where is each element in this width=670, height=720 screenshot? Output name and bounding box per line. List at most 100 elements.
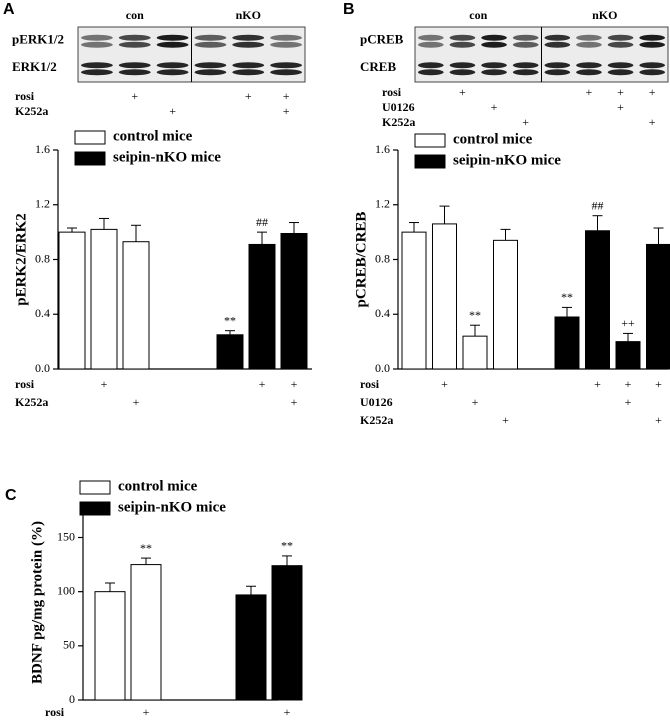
condition-label: K252a — [360, 413, 393, 427]
panel-label: B — [343, 1, 355, 18]
bar — [646, 243, 670, 370]
blot-band — [418, 69, 444, 76]
condition-mark: + — [284, 705, 291, 719]
legend-label: control mice — [453, 131, 533, 147]
blot-condition-mark: + — [522, 115, 529, 129]
blot-band — [81, 34, 113, 41]
blot-band — [607, 69, 634, 76]
legend-label: seipin-nKO mice — [113, 149, 221, 165]
bar — [94, 591, 126, 701]
significance-mark: ** — [224, 313, 236, 327]
blot-band — [118, 69, 151, 76]
blot-band — [156, 62, 189, 69]
blot-band — [481, 34, 507, 41]
legend-swatch — [74, 151, 106, 166]
bar — [280, 232, 308, 370]
y-tick-label: 0.8 — [35, 251, 50, 265]
blot-band — [118, 41, 151, 48]
blot-band — [481, 69, 507, 76]
bar — [248, 243, 276, 370]
y-tick-label: 0 — [69, 692, 75, 706]
blot-band — [639, 62, 665, 69]
bar — [216, 334, 244, 370]
blot-band — [544, 69, 571, 76]
blot-band — [118, 62, 151, 69]
y-tick-label: 0.4 — [35, 306, 50, 320]
blot-band — [232, 69, 265, 76]
blot-band — [81, 69, 113, 76]
condition-mark: + — [625, 377, 632, 391]
bar — [235, 594, 267, 701]
legend-label: control mice — [113, 128, 193, 144]
blot-band — [194, 34, 227, 41]
blot-band — [639, 34, 665, 41]
blot-band — [576, 34, 602, 41]
bar — [493, 239, 518, 370]
blot-band — [418, 41, 444, 48]
condition-mark: + — [143, 705, 150, 719]
blot-band — [270, 69, 303, 76]
significance-mark: ++ — [621, 316, 635, 330]
significance-mark: ** — [281, 539, 293, 553]
legend-swatch — [414, 133, 446, 148]
blot-band — [81, 62, 113, 69]
bar — [58, 231, 86, 370]
y-tick-label: 0.8 — [375, 251, 390, 265]
legend-label: seipin-nKO mice — [118, 499, 226, 515]
y-tick-label: 50 — [63, 638, 75, 652]
blot-band — [449, 41, 476, 48]
condition-mark: + — [291, 395, 298, 409]
blot-condition-label: K252a — [382, 115, 415, 129]
blot-band — [544, 41, 571, 48]
blot-condition-mark: + — [617, 100, 624, 114]
blot-condition-mark: + — [283, 104, 290, 118]
blot-band — [270, 41, 303, 48]
panel-label: C — [5, 487, 17, 504]
blot-condition-mark: + — [649, 115, 656, 129]
blot-band — [270, 62, 303, 69]
blot-band — [156, 69, 189, 76]
y-axis-label: pCREB/CREB — [353, 212, 369, 308]
bar — [432, 223, 457, 370]
y-tick-label: 150 — [57, 529, 75, 543]
blot-band — [576, 62, 602, 69]
legend-swatch — [74, 130, 106, 145]
blot-band — [81, 41, 113, 48]
blot-row-label: pERK1/2 — [12, 32, 64, 47]
blot-band — [449, 62, 476, 69]
blot-band — [270, 34, 303, 41]
blot-group-label: con — [469, 8, 487, 22]
blot-condition-mark: + — [131, 89, 138, 103]
y-tick-label: 0.4 — [375, 306, 390, 320]
condition-label: U0126 — [360, 395, 393, 409]
bar — [122, 241, 150, 370]
blot-band — [512, 34, 539, 41]
condition-mark: + — [133, 395, 140, 409]
bar — [462, 335, 488, 370]
significance-mark: ** — [469, 308, 481, 322]
y-axis-label: pERK2/ERK2 — [13, 213, 29, 306]
panel-label: A — [3, 1, 15, 18]
bar — [554, 316, 580, 370]
blot-group-label: nKO — [592, 8, 617, 22]
bar — [271, 565, 303, 701]
y-tick-label: 0.0 — [35, 361, 50, 375]
blot-band — [418, 62, 444, 69]
blot-group-label: con — [126, 8, 144, 22]
blot-condition-mark: + — [245, 89, 252, 103]
bar — [401, 231, 427, 370]
condition-mark: + — [101, 377, 108, 391]
legend-label: seipin-nKO mice — [453, 152, 561, 168]
blot-band — [607, 62, 634, 69]
blot-band — [639, 69, 665, 76]
blot-band — [232, 41, 265, 48]
y-tick-label: 100 — [57, 583, 75, 597]
blot-band — [449, 34, 476, 41]
condition-mark: + — [655, 413, 662, 427]
condition-label: rosi — [45, 705, 65, 719]
blot-condition-label: rosi — [382, 85, 402, 99]
significance-mark: ** — [561, 290, 573, 304]
legend-label: control mice — [118, 478, 198, 494]
blot-band — [544, 62, 571, 69]
